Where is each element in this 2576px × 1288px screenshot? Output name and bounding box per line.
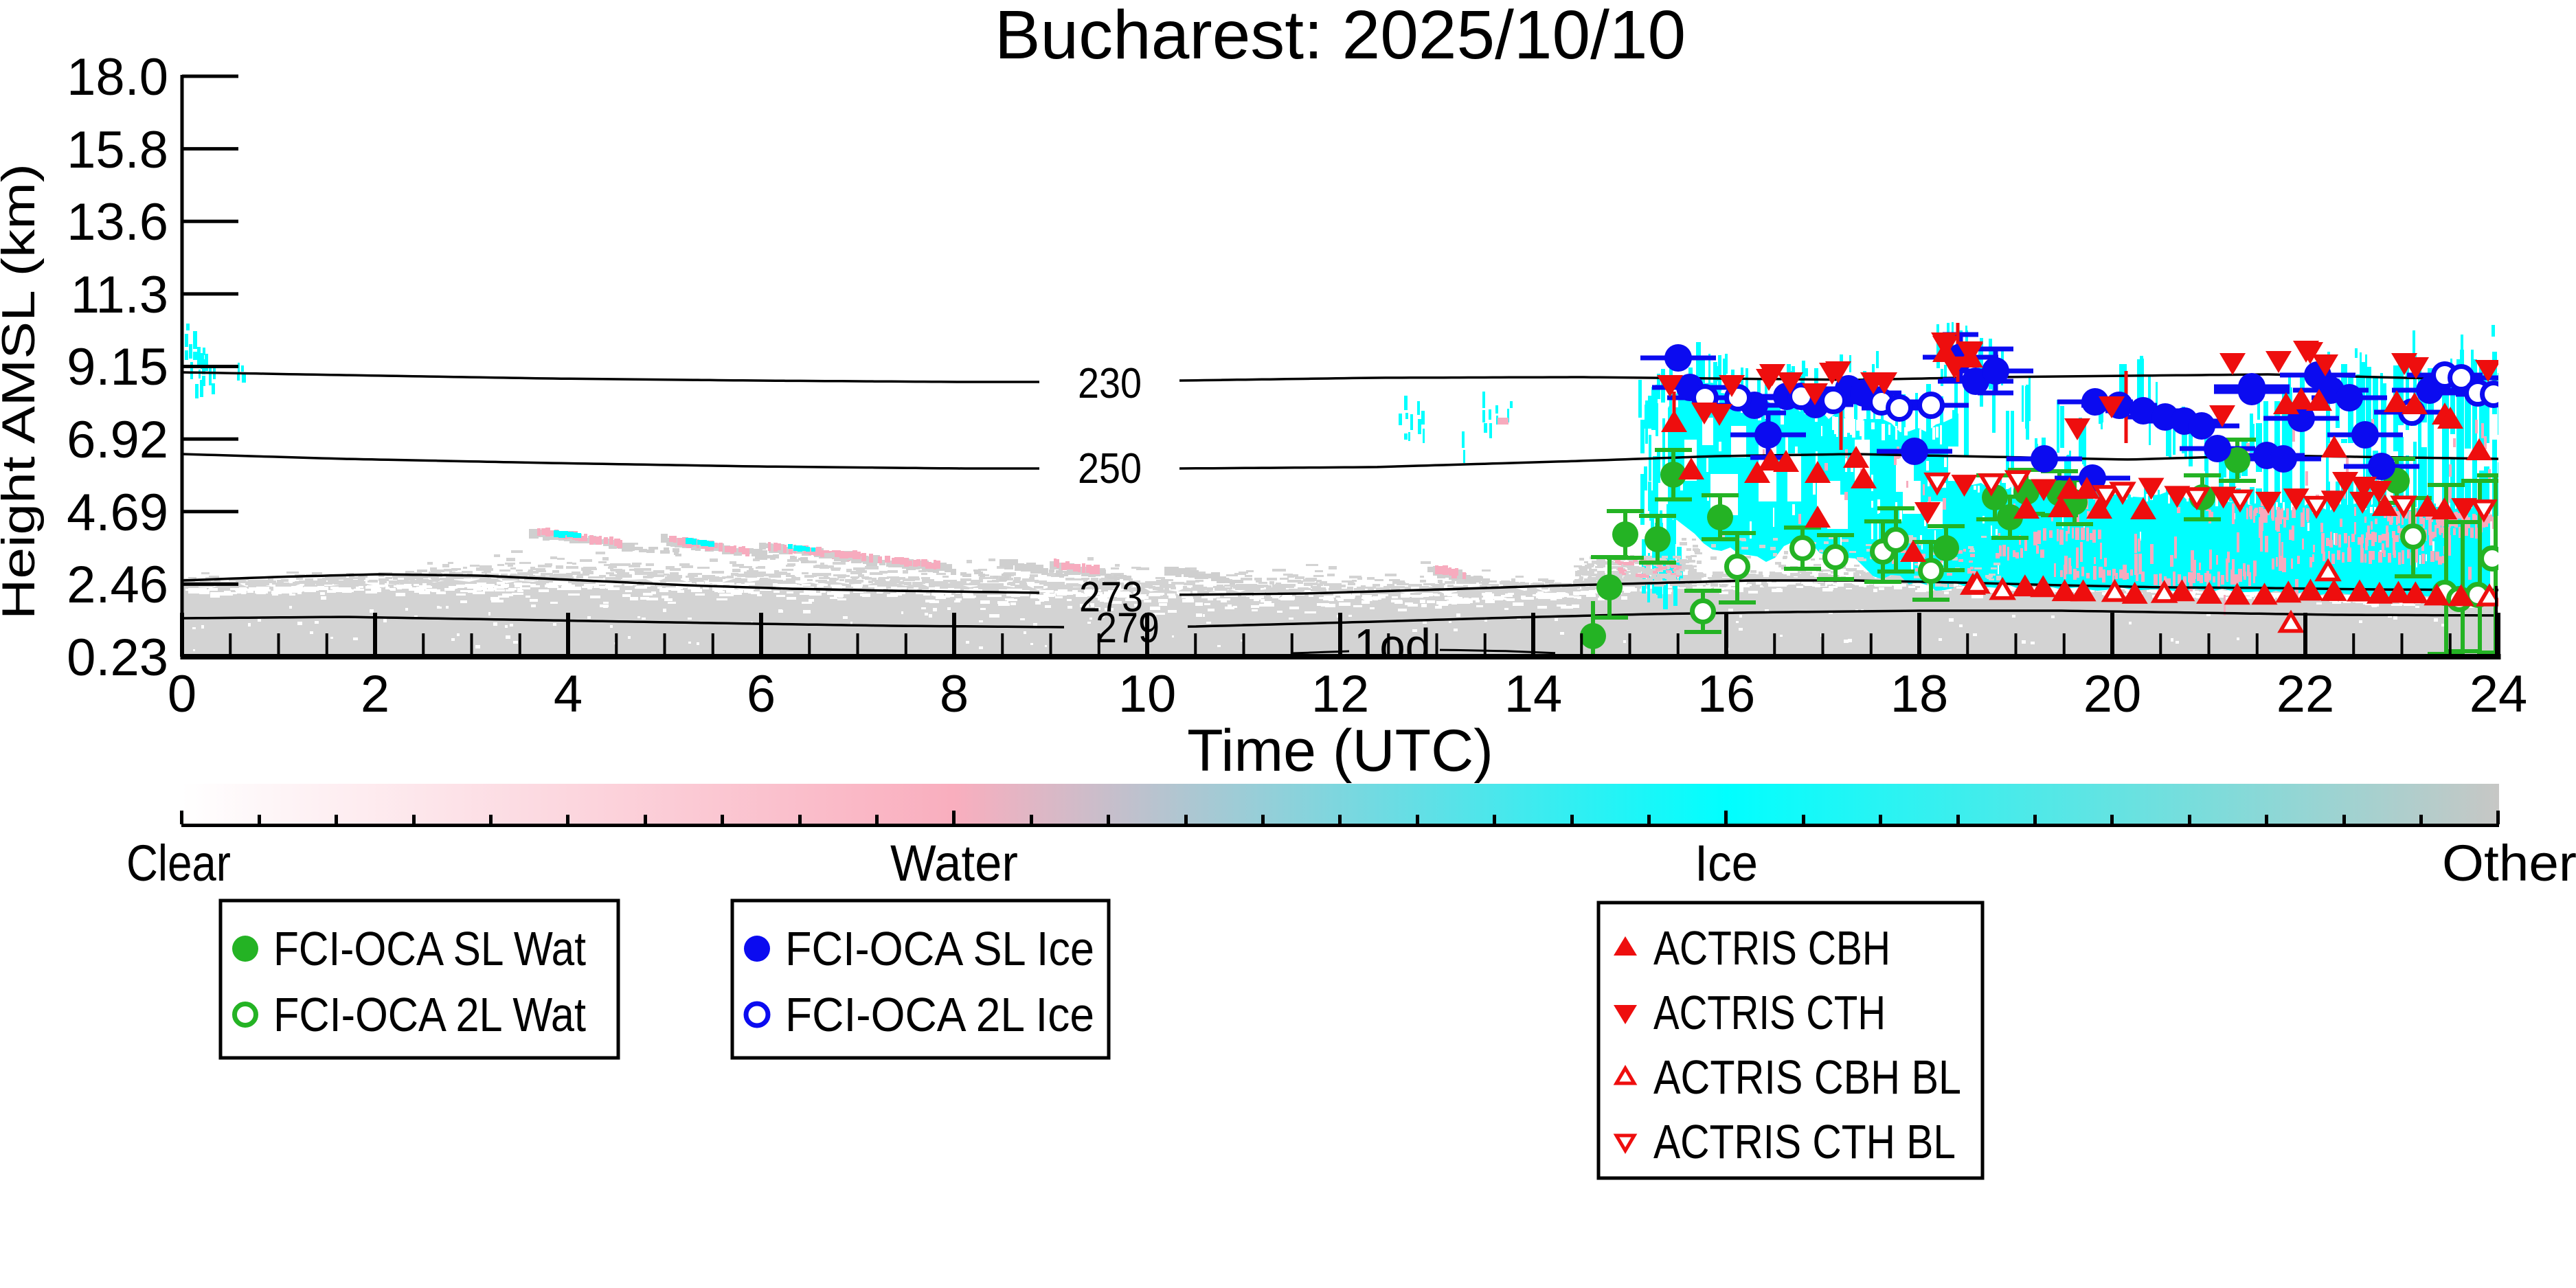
- svg-text:Clear: Clear: [126, 835, 231, 892]
- svg-text:18.0: 18.0: [67, 48, 168, 106]
- svg-text:2.46: 2.46: [67, 556, 168, 614]
- svg-text:22: 22: [2276, 665, 2335, 723]
- svg-text:FCI-OCA 2L Wat: FCI-OCA 2L Wat: [273, 988, 586, 1041]
- svg-text:Height AMSL (km): Height AMSL (km): [0, 163, 45, 620]
- svg-text:ACTRIS CBH: ACTRIS CBH: [1653, 921, 1890, 975]
- svg-text:4: 4: [554, 665, 583, 723]
- svg-text:1od: 1od: [1354, 619, 1431, 673]
- svg-text:Time (UTC): Time (UTC): [1187, 718, 1493, 784]
- svg-text:13.6: 13.6: [67, 193, 168, 251]
- svg-text:279: 279: [1096, 605, 1160, 652]
- svg-text:16: 16: [1697, 665, 1756, 723]
- svg-text:9.15: 9.15: [67, 338, 168, 396]
- svg-text:ACTRIS CTH BL: ACTRIS CTH BL: [1653, 1115, 1956, 1168]
- svg-text:12: 12: [1311, 665, 1370, 723]
- svg-text:FCI-OCA 2L Ice: FCI-OCA 2L Ice: [785, 988, 1094, 1041]
- svg-text:Water: Water: [890, 835, 1018, 892]
- svg-text:273: 273: [1079, 574, 1143, 621]
- svg-text:Other: Other: [2442, 835, 2576, 892]
- svg-text:10: 10: [1118, 665, 1177, 723]
- svg-text:24: 24: [2470, 665, 2528, 723]
- svg-text:FCI-OCA SL Wat: FCI-OCA SL Wat: [273, 922, 586, 975]
- svg-text:250: 250: [1078, 445, 1142, 493]
- svg-text:2: 2: [361, 665, 389, 723]
- svg-text:15.8: 15.8: [67, 121, 168, 179]
- svg-text:8: 8: [940, 665, 969, 723]
- svg-text:20: 20: [2083, 665, 2142, 723]
- svg-text:0.23: 0.23: [67, 629, 168, 687]
- svg-text:18: 18: [1890, 665, 1949, 723]
- svg-text:Ice: Ice: [1695, 835, 1758, 892]
- svg-text:4.69: 4.69: [67, 484, 168, 542]
- svg-text:ACTRIS CBH BL: ACTRIS CBH BL: [1653, 1050, 1961, 1104]
- svg-text:0: 0: [168, 665, 196, 723]
- svg-text:FCI-OCA SL Ice: FCI-OCA SL Ice: [785, 922, 1094, 975]
- svg-text:14: 14: [1504, 665, 1563, 723]
- svg-text:Bucharest: 2025/10/10: Bucharest: 2025/10/10: [995, 0, 1686, 74]
- svg-text:230: 230: [1078, 360, 1142, 407]
- svg-text:6.92: 6.92: [67, 411, 168, 469]
- svg-text:6: 6: [747, 665, 776, 723]
- svg-text:11.3: 11.3: [71, 266, 168, 324]
- svg-text:ACTRIS CTH: ACTRIS CTH: [1653, 986, 1886, 1039]
